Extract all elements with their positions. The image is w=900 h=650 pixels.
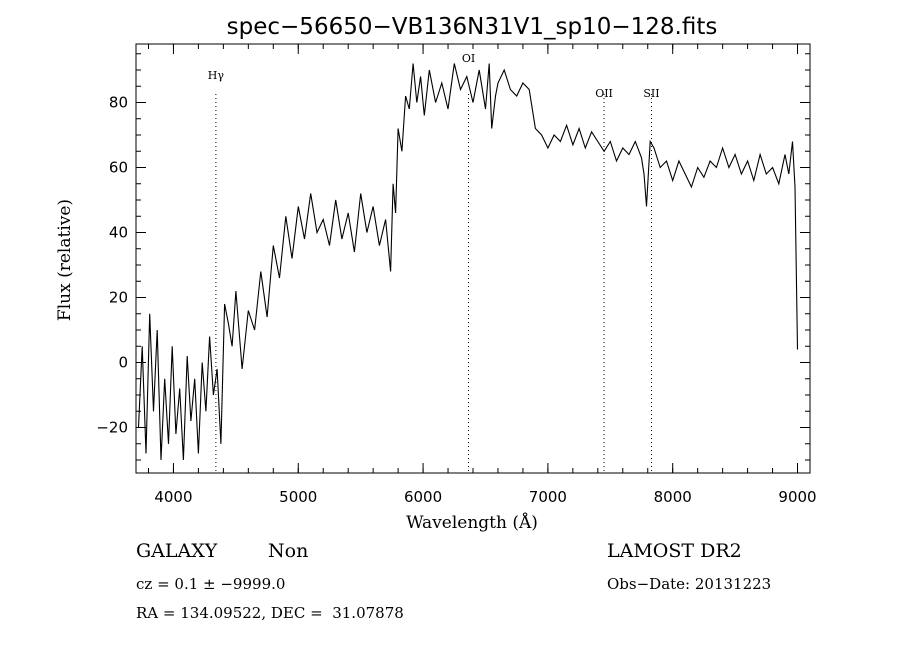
x-axis-label: Wavelength (Å): [406, 512, 538, 533]
coordinates: RA = 134.09522, DEC = 31.07878: [136, 604, 404, 622]
object-type: GALAXY: [136, 540, 218, 562]
spectrum-series-line: [137, 63, 799, 461]
axis-ticks: 4000 5000 6000 7000 8000 9000 −20 0 20 40 60 80: [96, 44, 817, 506]
x-tick-label: 5000: [279, 488, 317, 506]
spectral-line-markers: Hγ OI OII SII: [208, 52, 660, 473]
x-tick-label: 9000: [778, 488, 816, 506]
object-subclass: Non: [268, 540, 309, 562]
y-tick-label: 40: [109, 224, 128, 242]
x-tick-label: 7000: [529, 488, 567, 506]
observation-date: Obs−Date: 20131223: [607, 575, 772, 593]
y-tick-label: 60: [109, 159, 128, 177]
chart-title: spec−56650−VB136N31V1_sp10−128.fits: [227, 14, 718, 40]
survey-name: LAMOST DR2: [607, 540, 742, 562]
y-tick-label: 80: [109, 94, 128, 112]
line-label-2: OII: [595, 87, 613, 100]
y-tick-label: −20: [96, 419, 128, 437]
plot-frame: [135, 43, 811, 474]
x-tick-label: 8000: [654, 488, 692, 506]
x-tick-label: 4000: [154, 488, 192, 506]
line-label-3: SII: [643, 87, 659, 100]
y-tick-label: 0: [118, 354, 128, 372]
y-tick-label: 20: [109, 289, 128, 307]
y-axis-label: Flux (relative): [55, 199, 75, 321]
line-label-0: Hγ: [208, 69, 225, 82]
redshift-line: cz = 0.1 ± −9999.0: [136, 575, 286, 593]
line-label-1: OI: [462, 52, 475, 65]
x-tick-label: 6000: [404, 488, 442, 506]
